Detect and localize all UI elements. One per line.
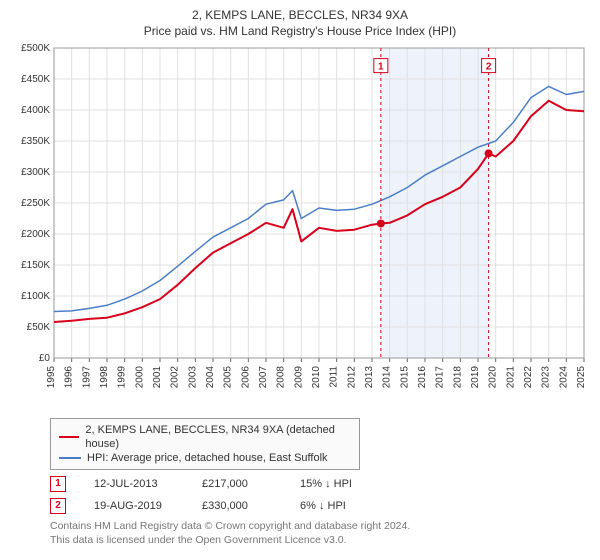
svg-text:1: 1: [378, 62, 384, 73]
sale-badge: 1: [50, 476, 66, 492]
sale-row: 2 19-AUG-2019 £330,000 6% ↓ HPI: [50, 498, 590, 514]
chart-title: 2, KEMPS LANE, BECCLES, NR34 9XA: [10, 8, 590, 22]
footer-note: Contains HM Land Registry data © Crown c…: [50, 520, 590, 547]
sale-date: 19-AUG-2019: [94, 500, 174, 512]
svg-text:£500K: £500K: [21, 44, 50, 54]
svg-text:2017: 2017: [435, 366, 446, 389]
legend-swatch: [59, 457, 81, 459]
legend-swatch: [59, 436, 79, 438]
sale-row: 1 12-JUL-2013 £217,000 15% ↓ HPI: [50, 476, 590, 492]
svg-text:2018: 2018: [452, 366, 463, 389]
svg-text:£100K: £100K: [21, 291, 50, 302]
svg-text:2022: 2022: [523, 366, 534, 389]
svg-text:£250K: £250K: [21, 198, 50, 209]
svg-text:2004: 2004: [205, 366, 216, 389]
sale-date: 12-JUL-2013: [94, 478, 174, 490]
svg-text:1998: 1998: [99, 366, 110, 389]
svg-text:2020: 2020: [488, 366, 499, 389]
svg-text:2019: 2019: [470, 366, 481, 389]
svg-text:1999: 1999: [117, 366, 128, 389]
svg-text:2003: 2003: [187, 366, 198, 389]
svg-text:2013: 2013: [364, 366, 375, 389]
legend-label: HPI: Average price, detached house, East…: [87, 451, 328, 465]
svg-text:2015: 2015: [399, 366, 410, 389]
svg-text:£0: £0: [39, 353, 51, 364]
svg-text:2016: 2016: [417, 366, 428, 389]
svg-text:2005: 2005: [223, 366, 234, 389]
svg-text:2025: 2025: [576, 366, 587, 389]
svg-text:2021: 2021: [505, 366, 516, 389]
svg-text:2: 2: [486, 62, 492, 73]
svg-text:2014: 2014: [382, 366, 393, 389]
svg-text:2023: 2023: [541, 366, 552, 389]
svg-text:£300K: £300K: [21, 167, 50, 178]
svg-text:£400K: £400K: [21, 105, 50, 116]
svg-text:£450K: £450K: [21, 74, 50, 85]
footer-line: This data is licensed under the Open Gov…: [50, 534, 590, 548]
legend-entry: 2, KEMPS LANE, BECCLES, NR34 9XA (detach…: [59, 423, 351, 451]
svg-text:2001: 2001: [152, 366, 163, 389]
svg-text:1995: 1995: [46, 366, 57, 389]
svg-text:2012: 2012: [346, 366, 357, 389]
legend-entry: HPI: Average price, detached house, East…: [59, 451, 351, 465]
svg-text:£350K: £350K: [21, 136, 50, 147]
svg-text:2000: 2000: [134, 366, 145, 389]
sale-diff: 15% ↓ HPI: [300, 478, 390, 490]
sale-price: £217,000: [202, 478, 272, 490]
svg-text:£200K: £200K: [21, 229, 50, 240]
legend-box: 2, KEMPS LANE, BECCLES, NR34 9XA (detach…: [50, 418, 360, 470]
footer-line: Contains HM Land Registry data © Crown c…: [50, 520, 590, 534]
svg-text:£50K: £50K: [27, 322, 51, 333]
legend-label: 2, KEMPS LANE, BECCLES, NR34 9XA (detach…: [85, 423, 351, 451]
svg-text:2009: 2009: [293, 366, 304, 389]
svg-text:2002: 2002: [170, 366, 181, 389]
chart-subtitle: Price paid vs. HM Land Registry's House …: [10, 24, 590, 38]
svg-text:1997: 1997: [81, 366, 92, 389]
sales-list: 1 12-JUL-2013 £217,000 15% ↓ HPI 2 19-AU…: [50, 476, 590, 514]
svg-text:2011: 2011: [329, 366, 340, 388]
svg-text:2007: 2007: [258, 366, 269, 389]
svg-text:2006: 2006: [240, 366, 251, 389]
svg-text:2008: 2008: [276, 366, 287, 389]
svg-text:1996: 1996: [64, 366, 75, 389]
svg-text:2024: 2024: [558, 366, 569, 389]
sale-diff: 6% ↓ HPI: [300, 500, 390, 512]
svg-text:2010: 2010: [311, 366, 322, 389]
sale-badge: 2: [50, 498, 66, 514]
chart-plot-area: £0 £50K £100K £150K £200K £250K £300K £350K £400…: [10, 44, 590, 414]
sale-price: £330,000: [202, 500, 272, 512]
chart-container: 2, KEMPS LANE, BECCLES, NR34 9XA Price p…: [0, 0, 600, 553]
svg-text:£150K: £150K: [21, 260, 50, 271]
